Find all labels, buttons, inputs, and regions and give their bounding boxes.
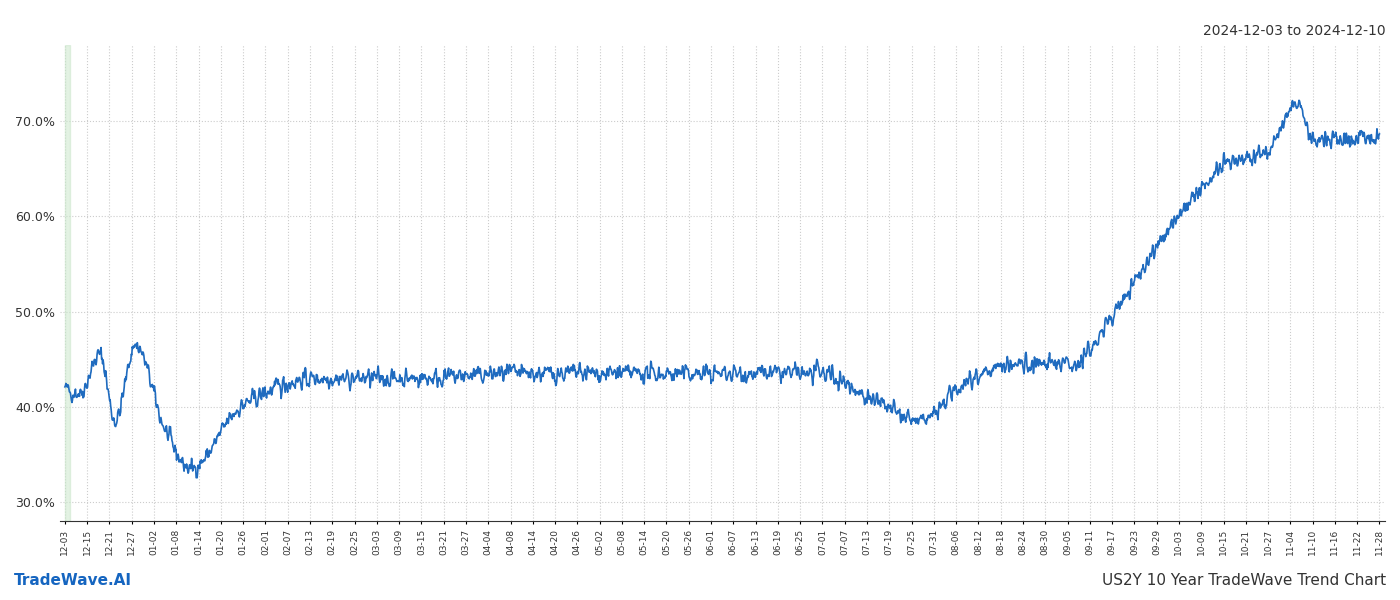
Text: TradeWave.AI: TradeWave.AI: [14, 573, 132, 588]
Text: 2024-12-03 to 2024-12-10: 2024-12-03 to 2024-12-10: [1204, 24, 1386, 38]
Bar: [64, 45, 70, 521]
Text: US2Y 10 Year TradeWave Trend Chart: US2Y 10 Year TradeWave Trend Chart: [1102, 573, 1386, 588]
